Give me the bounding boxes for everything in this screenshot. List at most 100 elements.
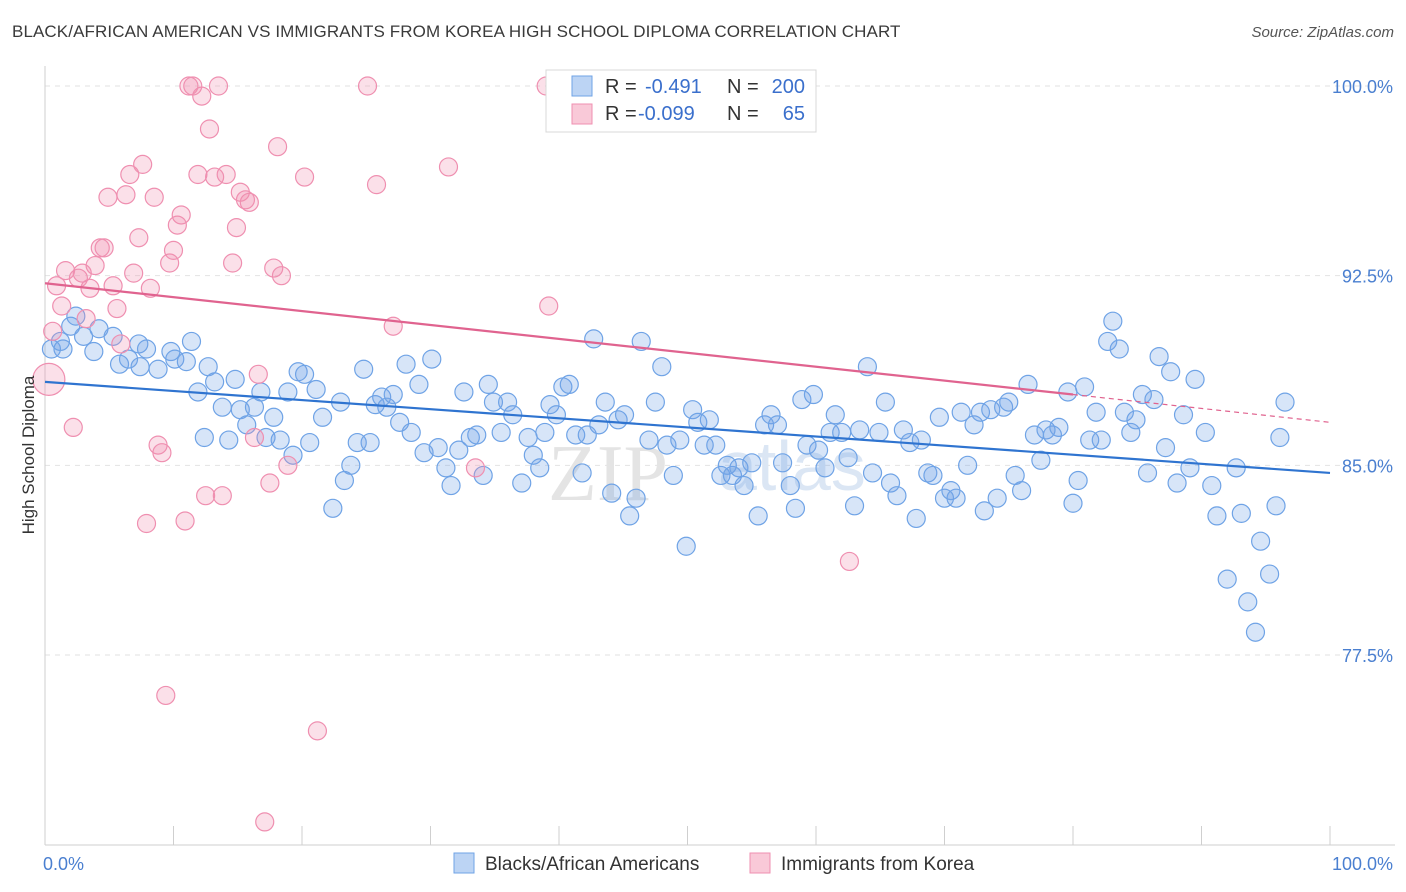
point-blacks xyxy=(53,339,73,359)
legend: Blacks/African Americans Immigrants from… xyxy=(453,852,975,875)
watermark-zip: ZIP xyxy=(548,430,668,518)
point-blacks xyxy=(663,465,683,486)
point-blacks xyxy=(148,359,168,379)
stats-n-value-2: 65 xyxy=(783,103,805,125)
point-blacks xyxy=(958,455,978,475)
point-korea xyxy=(278,455,298,475)
point-korea xyxy=(307,721,328,741)
point-blacks xyxy=(1109,339,1129,359)
stats-r-label-2: R = xyxy=(605,103,637,125)
point-korea xyxy=(216,164,236,185)
stats-box: R = -0.491 N = 200 R = -0.099 N = 65 xyxy=(545,69,817,133)
point-korea xyxy=(43,321,63,341)
point-blacks xyxy=(256,427,276,448)
point-blacks xyxy=(767,415,788,435)
point-blacks xyxy=(264,407,284,427)
x-tick-label: 0.0% xyxy=(43,854,84,874)
trend-line-korea xyxy=(44,282,1074,396)
point-blacks xyxy=(84,341,104,362)
stats-r-label-1: R = xyxy=(605,76,637,98)
point-korea xyxy=(223,253,243,273)
axes xyxy=(44,66,1395,846)
point-blacks xyxy=(742,453,762,473)
point-blacks xyxy=(1074,377,1095,397)
point-korea xyxy=(465,458,486,478)
point-korea xyxy=(129,228,149,248)
point-blacks xyxy=(792,389,812,410)
stats-r-value-2: -0.099 xyxy=(638,103,695,125)
point-blacks xyxy=(360,432,380,453)
point-blacks xyxy=(436,458,456,478)
point-blacks xyxy=(559,374,579,395)
point-blacks xyxy=(518,427,538,448)
point-blacks xyxy=(869,422,889,443)
point-korea xyxy=(85,255,105,276)
point-blacks xyxy=(283,445,303,465)
point-blacks xyxy=(1011,481,1032,501)
point-blacks xyxy=(608,410,628,430)
point-blacks xyxy=(523,445,543,465)
point-korea xyxy=(244,427,265,448)
stats-n-label-1: N = xyxy=(727,76,759,98)
point-blacks xyxy=(1080,430,1100,450)
point-blacks xyxy=(880,473,901,493)
chart-title: BLACK/AFRICAN AMERICAN VS IMMIGRANTS FRO… xyxy=(12,22,901,41)
point-blacks xyxy=(441,475,461,496)
point-korea xyxy=(357,76,378,96)
point-blacks xyxy=(294,364,315,384)
point-korea xyxy=(205,167,225,187)
point-blacks xyxy=(825,405,845,425)
point-blacks xyxy=(595,392,615,412)
point-blacks xyxy=(987,488,1007,508)
point-blacks xyxy=(1042,425,1063,445)
point-blacks xyxy=(1251,531,1271,551)
point-blacks xyxy=(964,415,984,435)
point-korea xyxy=(32,362,66,396)
point-blacks xyxy=(300,432,320,453)
point-korea xyxy=(539,296,559,316)
point-blacks xyxy=(181,331,202,352)
point-blacks xyxy=(1137,463,1158,483)
point-blacks xyxy=(454,382,474,402)
point-blacks xyxy=(999,392,1019,412)
point-blacks xyxy=(620,506,640,526)
y-tick-label: 100.0% xyxy=(1332,77,1393,97)
point-blacks xyxy=(323,498,343,518)
point-blacks xyxy=(414,443,434,463)
point-blacks xyxy=(717,455,737,475)
point-blacks xyxy=(1132,384,1152,405)
y-axis-title: High School Diploma xyxy=(19,375,38,534)
stats-n-value-1: 200 xyxy=(772,76,805,98)
point-blacks xyxy=(875,392,895,412)
point-blacks xyxy=(572,463,592,483)
point-blacks xyxy=(1086,402,1106,422)
point-blacks xyxy=(1207,506,1227,526)
point-korea xyxy=(260,473,280,493)
point-korea xyxy=(136,513,157,534)
point-blacks xyxy=(473,465,493,486)
point-blacks xyxy=(911,430,931,450)
point-korea xyxy=(188,164,208,185)
point-blacks xyxy=(589,415,609,435)
point-blacks xyxy=(1144,389,1164,410)
point-blacks xyxy=(401,422,421,443)
point-korea xyxy=(116,185,136,205)
point-blacks xyxy=(1270,427,1290,448)
point-blacks xyxy=(946,488,966,508)
source-credit: Source: ZipAtlas.com xyxy=(1251,24,1394,41)
point-blacks xyxy=(1238,592,1258,612)
point-korea xyxy=(264,258,284,278)
point-blacks xyxy=(706,435,726,455)
point-blacks xyxy=(278,382,298,402)
legend-label-korea: Immigrants from Korea xyxy=(781,854,975,875)
point-blacks xyxy=(540,395,560,415)
y-tick-label: 92.5% xyxy=(1342,267,1393,287)
point-blacks xyxy=(1195,422,1215,443)
point-korea xyxy=(167,215,187,235)
point-blacks xyxy=(1245,622,1266,642)
point-blacks xyxy=(803,384,824,405)
point-blacks xyxy=(1155,438,1176,458)
point-blacks xyxy=(165,349,185,369)
trend-line-korea-extension xyxy=(1072,393,1331,423)
point-blacks xyxy=(631,331,651,352)
